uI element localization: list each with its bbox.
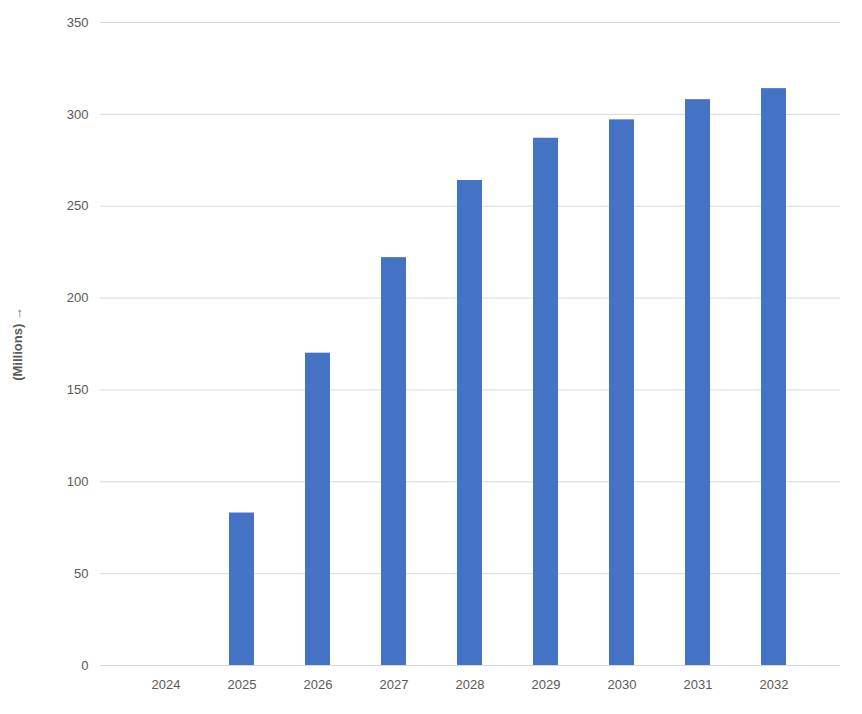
svg-text:2024: 2024 [152, 677, 181, 692]
svg-text:200: 200 [67, 290, 89, 305]
svg-text:2026: 2026 [304, 677, 333, 692]
svg-text:(Millions) →: (Millions) → [10, 307, 25, 381]
svg-text:2030: 2030 [608, 677, 637, 692]
svg-text:350: 350 [67, 15, 89, 30]
svg-text:2025: 2025 [228, 677, 257, 692]
svg-text:50: 50 [74, 566, 88, 581]
svg-text:2031: 2031 [684, 677, 713, 692]
svg-text:2032: 2032 [760, 677, 789, 692]
svg-text:100: 100 [67, 474, 89, 489]
svg-text:2029: 2029 [532, 677, 561, 692]
svg-text:2027: 2027 [380, 677, 409, 692]
svg-text:0: 0 [81, 658, 88, 673]
svg-text:250: 250 [67, 198, 89, 213]
svg-text:300: 300 [67, 107, 89, 122]
svg-text:150: 150 [67, 382, 89, 397]
svg-text:2028: 2028 [456, 677, 485, 692]
